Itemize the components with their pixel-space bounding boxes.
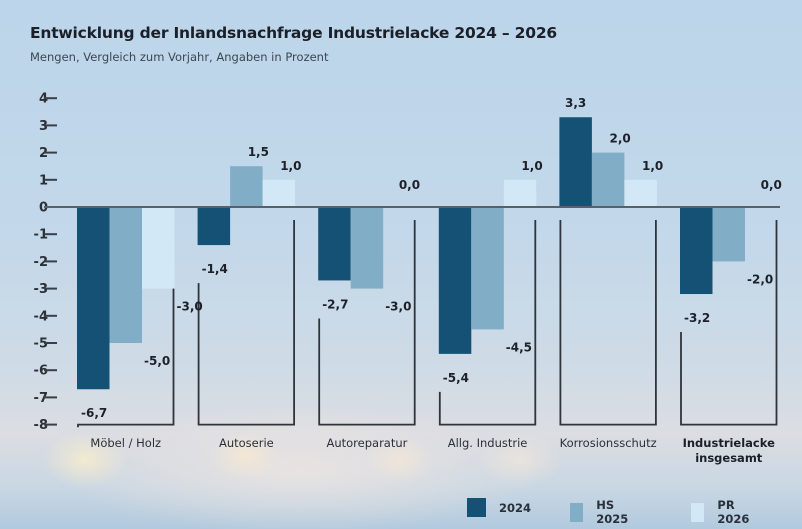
group-brackets [77,220,778,428]
y-tick-label: -5 [34,337,48,352]
value-labels: -6,7 -5,0 -3,0 -1,4 1,5 1,0 -2,7 -3,0 0,0 -5,4 -4,… [81,96,782,420]
bar-2024 [197,207,231,246]
group-bracket [680,220,778,426]
category-labels: Möbel / Holz Autoserie Autoreparatur Allg. … [90,436,775,465]
category-label: Autoserie [219,436,274,450]
bar-2024 [559,117,592,207]
y-tick-label: 2 [39,146,48,161]
legend-item-hs2025: HS 2025 [570,498,634,526]
value-label: -2,0 [747,272,773,286]
bar-hs-2025 [591,152,625,207]
y-tick-label: -1 [34,228,48,243]
value-label: -5,4 [443,371,469,385]
category-label: Autoreparatur [326,436,407,450]
bar-hs-2025 [350,207,384,289]
value-label: -4,5 [506,340,532,354]
value-label: -5,0 [144,354,170,368]
value-label: -6,7 [81,406,107,420]
value-label: 2,0 [610,132,631,146]
category-label: Möbel / Holz [90,436,161,450]
legend-item-2024: 2024 [467,498,531,517]
legend-label: 2024 [499,500,532,515]
bar-2024 [318,207,351,281]
group-bracket [318,220,416,426]
value-label: -2,7 [322,297,348,311]
y-axis: 4 3 2 1 0 -1 -2 -3 -4 -5 -6 -7 -8 [34,92,57,433]
bar-hs-2025 [230,166,263,207]
bar-pr-2026 [624,179,657,207]
group-bracket [559,220,657,426]
category-label: Korrosionsschutz [560,436,657,450]
group-bracket [77,220,175,428]
value-label: -3,2 [684,311,710,325]
value-label: 1,5 [248,145,269,159]
legend-label: PR 2026 [717,498,750,526]
legend-swatch [691,502,705,522]
legend-label: HS 2025 [596,498,629,526]
bar-hs-2025 [712,207,745,262]
bar-2024 [680,207,713,295]
category-label: insgesamt [695,451,763,465]
legend-swatch [467,498,486,517]
y-tick-label: -2 [34,255,48,270]
bar-pr-2026 [262,179,296,207]
y-tick-label: 4 [39,92,48,107]
group-bracket [438,220,537,426]
category-label: Allg. Industrie [448,436,528,450]
y-tick-label: 0 [39,201,48,216]
value-label: -1,4 [202,262,228,276]
value-label: 1,0 [280,159,301,173]
bar-pr-2026 [503,179,537,207]
group-bracket [197,220,296,426]
y-tick-label: -7 [34,391,48,406]
legend-swatch [570,502,584,522]
bar-pr-2026 [142,207,175,289]
category-label: Industrielacke [683,436,775,450]
legend-item-pr2026: PR 2026 [691,498,755,526]
y-tick-label: -8 [34,418,48,433]
bar-2024 [438,207,472,354]
value-label: 1,0 [642,159,663,173]
value-label: 0,0 [399,178,420,192]
value-label: -3,0 [385,300,411,314]
value-label: 0,0 [761,178,782,192]
y-tick-label: -6 [34,364,48,379]
y-tick-label: -3 [34,282,48,297]
chart-subtitle: Mengen, Vergleich zum Vorjahr, Angaben i… [30,50,329,64]
bar-hs-2025 [109,207,142,343]
y-tick-label: 3 [39,119,48,134]
value-label: 1,0 [521,159,542,173]
y-tick-label: -4 [34,309,48,324]
chart-title: Entwicklung der Inlandsnachfrage Industr… [30,24,557,42]
bars [77,117,745,390]
bar-hs-2025 [471,207,504,330]
value-label: 3,3 [565,96,586,110]
y-tick-label: 1 [39,173,48,188]
bar-2024 [77,207,110,390]
value-label: -3,0 [177,300,203,314]
